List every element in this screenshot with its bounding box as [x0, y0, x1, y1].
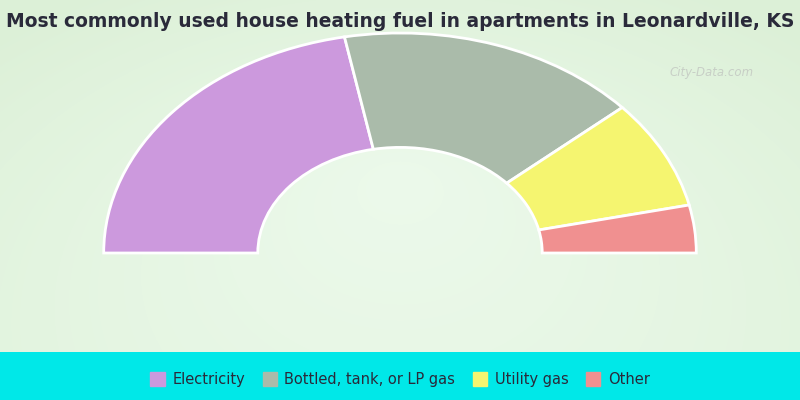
Text: City-Data.com: City-Data.com — [669, 66, 753, 79]
Wedge shape — [506, 108, 689, 230]
Legend: Electricity, Bottled, tank, or LP gas, Utility gas, Other: Electricity, Bottled, tank, or LP gas, U… — [145, 366, 655, 392]
Wedge shape — [345, 33, 622, 183]
Wedge shape — [538, 205, 696, 253]
Wedge shape — [104, 37, 374, 253]
Text: Most commonly used house heating fuel in apartments in Leonardville, KS: Most commonly used house heating fuel in… — [6, 12, 794, 31]
